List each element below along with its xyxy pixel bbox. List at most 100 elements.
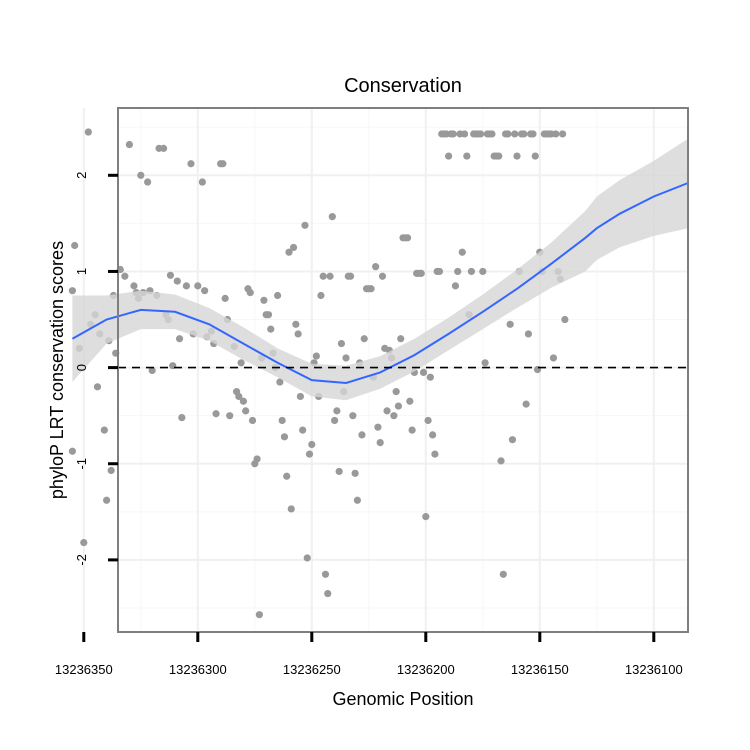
x-axis-title: Genomic Position: [332, 689, 473, 709]
y-tick-label: 0: [74, 364, 89, 371]
data-point: [349, 412, 357, 420]
data-point: [417, 269, 425, 277]
data-point: [121, 272, 129, 280]
data-point: [520, 130, 528, 138]
data-point: [308, 440, 316, 449]
data-point: [276, 378, 284, 386]
data-point: [383, 407, 391, 415]
smooth-line: [71, 182, 689, 385]
data-point: [326, 272, 334, 280]
data-point: [246, 289, 254, 297]
data-point: [287, 505, 295, 513]
y-tick-label: 1: [74, 268, 89, 275]
data-point: [130, 282, 138, 290]
data-point: [212, 410, 220, 418]
data-point: [488, 130, 496, 138]
data-point: [378, 272, 387, 280]
data-point: [360, 335, 368, 343]
data-point: [221, 294, 229, 302]
x-tick-label: 13236350: [55, 662, 113, 677]
data-point: [321, 570, 330, 578]
data-point: [353, 496, 361, 504]
plot-area: 13236350 13236300 13236250 13236200 13236150…: [55, 107, 689, 677]
data-point: [467, 267, 475, 276]
data-point: [242, 407, 250, 415]
data-point: [367, 285, 375, 293]
data-point: [408, 426, 416, 434]
data-point: [296, 392, 304, 401]
data-point: [424, 416, 432, 425]
data-point: [182, 282, 190, 290]
data-point: [292, 320, 300, 328]
data-point: [175, 335, 184, 343]
data-point: [337, 339, 346, 348]
data-point: [499, 570, 507, 578]
data-point: [372, 263, 380, 271]
y-tick-label: 2: [74, 172, 89, 179]
data-point: [406, 397, 414, 405]
data-point: [522, 400, 530, 408]
data-point: [390, 412, 398, 420]
data-point: [504, 130, 512, 138]
data-point: [429, 431, 437, 439]
data-point: [239, 397, 247, 405]
data-point: [358, 431, 366, 439]
x-tick-label: 13236250: [283, 662, 341, 677]
data-point: [511, 130, 519, 138]
data-point: [289, 243, 298, 252]
data-point: [137, 171, 145, 179]
data-point: [506, 320, 514, 328]
data-point: [463, 152, 471, 160]
data-point: [160, 144, 168, 152]
data-point: [280, 433, 289, 441]
data-point: [392, 388, 400, 396]
data-point: [397, 335, 405, 343]
data-point: [508, 436, 517, 444]
y-tick-label: -1: [74, 458, 89, 470]
chart-title: Conservation: [344, 75, 462, 97]
data-point: [166, 271, 175, 279]
plot-frame: [117, 107, 689, 633]
data-point: [426, 373, 434, 381]
data-point: [346, 272, 355, 280]
x-tick-label: 13236200: [397, 662, 455, 677]
x-tick-label: 13236100: [625, 662, 683, 677]
data-point: [549, 354, 558, 362]
data-point: [100, 426, 108, 434]
data-point: [394, 402, 403, 410]
data-point: [451, 282, 460, 290]
data-point: [513, 152, 521, 160]
data-point: [173, 277, 181, 285]
data-point: [274, 291, 282, 300]
data-point: [226, 412, 234, 420]
data-point: [559, 130, 567, 138]
data-point: [561, 315, 569, 324]
data-point: [253, 455, 261, 463]
data-point: [278, 416, 286, 425]
data-point: [107, 466, 115, 475]
data-point: [283, 472, 291, 480]
data-point: [479, 267, 487, 276]
data-point: [331, 416, 339, 425]
data-point: [449, 130, 457, 138]
data-point: [317, 291, 325, 300]
data-point: [264, 311, 273, 319]
data-point: [458, 248, 466, 256]
data-point: [529, 130, 537, 138]
data-point: [103, 496, 111, 504]
data-point: [305, 450, 314, 458]
data-point: [324, 589, 332, 598]
data-point: [301, 221, 309, 229]
data-point: [294, 330, 302, 338]
data-point: [319, 272, 327, 280]
data-point: [144, 178, 152, 186]
data-point: [445, 152, 453, 160]
data-point: [419, 368, 428, 377]
data-point: [260, 296, 268, 304]
data-point: [481, 359, 489, 367]
data-point: [342, 354, 350, 362]
data-point: [454, 267, 462, 276]
data-point: [552, 130, 560, 138]
data-point: [93, 383, 102, 391]
